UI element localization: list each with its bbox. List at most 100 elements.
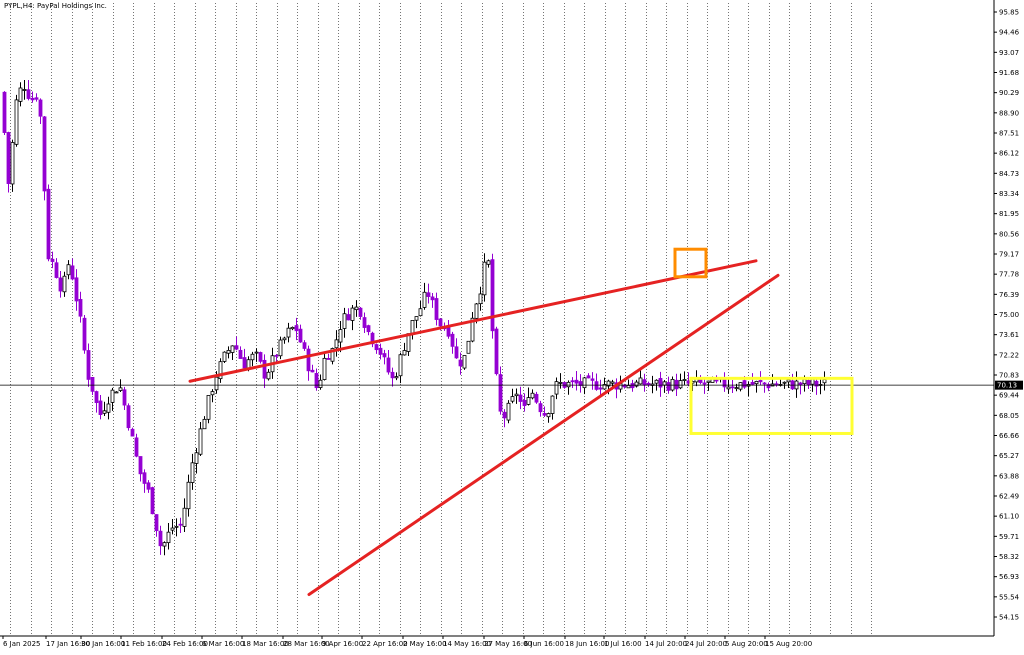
price-tick-label: 79.17 [999, 251, 1019, 259]
candle-body [810, 378, 815, 385]
candle-body [286, 327, 291, 338]
candle-body [494, 328, 499, 375]
candle-body [254, 351, 259, 354]
candle-body [734, 387, 739, 390]
candle-body [186, 481, 191, 510]
orange-highlight-box [673, 247, 708, 279]
candle-body [730, 386, 735, 389]
candle-body [106, 403, 111, 413]
candle-body [330, 348, 335, 362]
candle-body [290, 326, 295, 330]
candle-body [278, 339, 283, 357]
candle-body [534, 393, 539, 403]
candle-body [566, 381, 571, 388]
candle-body [682, 379, 687, 381]
candle-body [470, 317, 475, 342]
candle-body [530, 392, 535, 399]
candle-body [154, 514, 159, 532]
candle-body [414, 316, 419, 321]
candle-body [310, 369, 315, 373]
candle-body [438, 318, 443, 327]
candle-body [318, 379, 323, 388]
candle-body [666, 382, 671, 391]
price-tick-label: 70.83 [999, 372, 1019, 380]
candle-body [814, 380, 819, 387]
candle-body [706, 380, 711, 383]
candle-body [354, 306, 359, 311]
candle-body [670, 379, 675, 391]
candle-body [218, 361, 223, 380]
candle-body [326, 358, 331, 360]
candle-body [550, 395, 555, 414]
candle-body [514, 393, 519, 397]
candle-body [190, 462, 195, 483]
price-tick-label: 88.90 [999, 109, 1019, 117]
candle-body [30, 97, 35, 101]
candle-body [58, 277, 63, 292]
candle-body [222, 351, 227, 362]
candle-body [10, 142, 15, 185]
price-tick-label: 93.07 [999, 49, 1019, 57]
candle-body [374, 344, 379, 351]
candle-body [806, 380, 811, 386]
price-tick-label: 72.22 [999, 351, 1019, 359]
price-tick-label: 66.66 [999, 432, 1020, 440]
candle-body [150, 487, 155, 515]
candle-body [598, 387, 603, 390]
price-tick-label: 55.54 [999, 593, 1020, 601]
candle-body [250, 353, 255, 361]
price-tick-label: 62.49 [999, 493, 1019, 501]
candle-body [230, 345, 235, 353]
candle-body [434, 298, 439, 320]
time-tick-label: 1 Jul 16:00 [604, 640, 642, 648]
time-tick-label: 28 Mar 16:00 [283, 640, 330, 648]
candle-body [366, 325, 371, 333]
candle-body [462, 355, 467, 369]
candle-body [118, 387, 123, 391]
candle-body [714, 379, 719, 382]
yellow-range-box [689, 376, 854, 435]
candle-body [402, 350, 407, 356]
candle-body [798, 382, 803, 386]
candle-body [422, 291, 427, 308]
candle-body [282, 337, 287, 341]
candle-body [542, 413, 547, 416]
candle-body [642, 379, 647, 386]
candle-body [38, 99, 43, 117]
candle-body [362, 317, 367, 328]
time-tick-label: 11 Feb 16:00 [121, 640, 167, 648]
candle-body [726, 386, 731, 390]
candle-body [358, 307, 363, 317]
time-tick-label: 15 Aug 20:00 [765, 640, 812, 648]
price-tick-label: 76.39 [999, 291, 1019, 299]
candle-body [138, 456, 143, 475]
time-tick-label: 9 Apr 16:00 [322, 640, 363, 648]
candle-body [206, 395, 211, 420]
candle-body [498, 374, 503, 412]
candle-body [266, 371, 271, 380]
candle-body [346, 314, 351, 321]
candle-body [102, 410, 107, 414]
price-tick-label: 87.51 [999, 130, 1019, 138]
candle-body [674, 379, 679, 390]
candle-body [626, 385, 631, 389]
time-tick-label: 14 Jul 20:00 [645, 640, 687, 648]
candle-body [302, 342, 307, 349]
time-tick-label: 6 Mar 16:00 [202, 640, 244, 648]
candle-body [350, 307, 355, 321]
candle-body [214, 376, 219, 391]
candle-body [754, 380, 759, 385]
candle-body [474, 303, 479, 319]
candle-body [158, 530, 163, 547]
candle-body [314, 373, 319, 389]
candle-body [182, 507, 187, 527]
candle-body [306, 348, 311, 372]
candle-body [90, 377, 95, 392]
candle-body [334, 339, 339, 349]
candle-body [142, 472, 147, 484]
candle-body [558, 382, 563, 384]
candle-body [62, 275, 67, 293]
candle-body [610, 381, 615, 384]
